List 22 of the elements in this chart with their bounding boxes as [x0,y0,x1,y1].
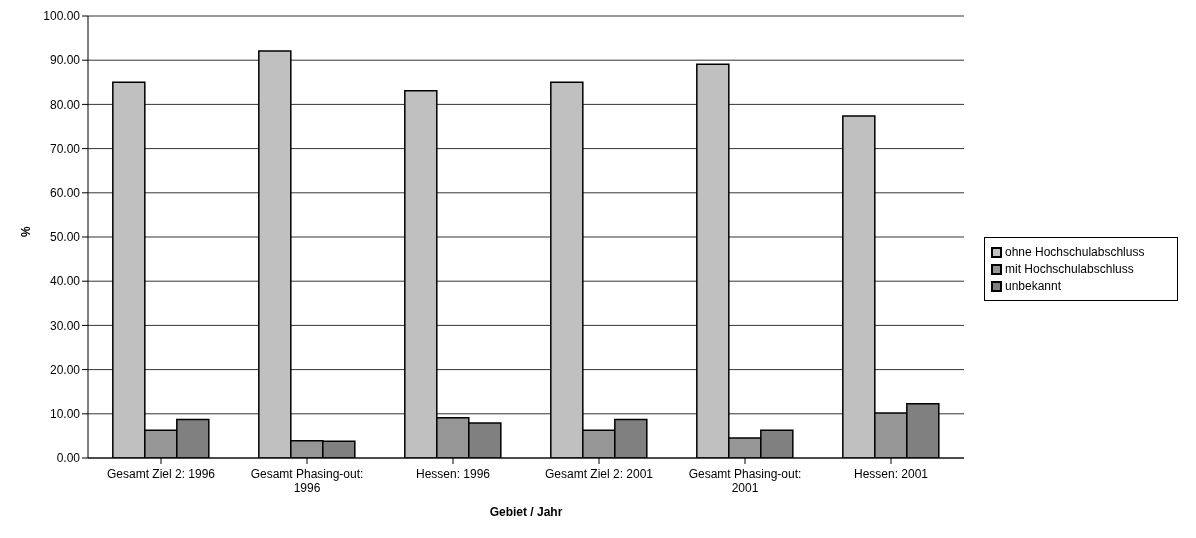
y-tick-label: 90.00 [49,53,81,68]
y-tick-label: 60.00 [49,186,81,201]
y-tick-label: 40.00 [49,274,81,289]
y-tick-label: 80.00 [49,97,81,112]
x-tick-label: Gesamt Phasing-out: 1996 [250,467,364,495]
y-tick-label: 10.00 [49,407,81,422]
x-tick-label: Gesamt Phasing-out: 2001 [688,467,802,495]
y-tick-label: 100.00 [43,9,81,24]
y-axis-title: % [19,226,34,237]
legend-label: ohne Hochschulabschluss [1005,245,1145,259]
x-tick-label: Hessen: 2001 [853,467,929,481]
y-tick-label: 20.00 [49,362,81,377]
x-axis-title: Gebiet / Jahr [489,505,563,519]
y-tick-label: 50.00 [49,230,81,245]
x-tick-label: Gesamt Ziel 2: 2001 [544,467,654,481]
y-tick-label: 0.00 [56,451,81,466]
y-tick-label: 30.00 [49,318,81,333]
y-tick-label: 70.00 [49,141,81,156]
x-tick-label: Gesamt Ziel 2: 1996 [106,467,216,481]
legend-label: unbekannt [1005,279,1062,293]
x-tick-label: Hessen: 1996 [415,467,491,481]
legend-label: mit Hochschulabschluss [1005,262,1134,276]
